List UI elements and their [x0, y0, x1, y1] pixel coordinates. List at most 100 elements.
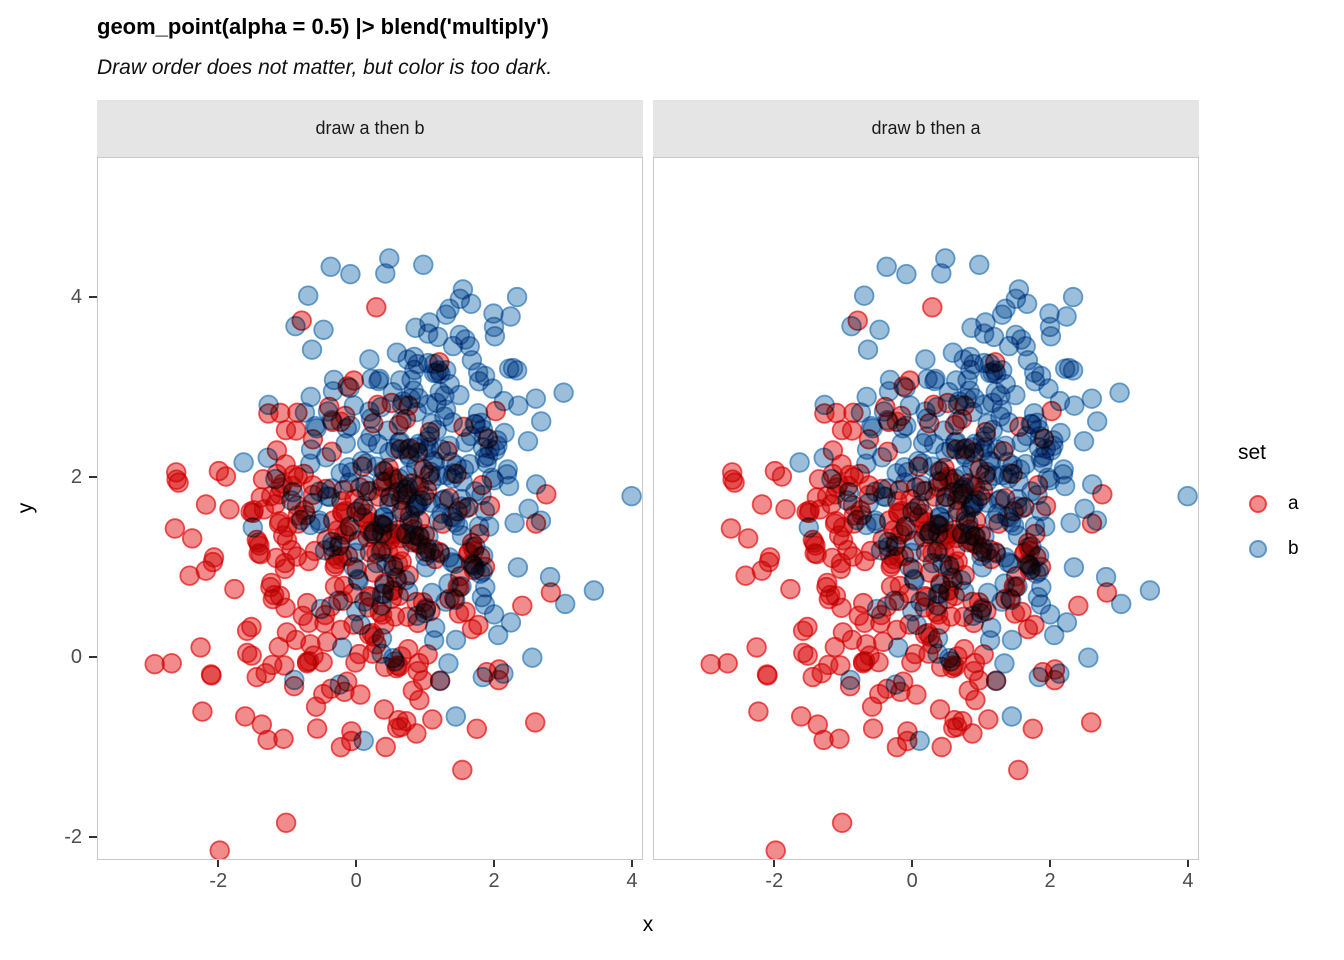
data-point-a — [366, 297, 387, 318]
data-point-a — [957, 473, 979, 494]
data-point-b — [876, 256, 897, 278]
data-point-b — [405, 456, 427, 478]
data-point-b — [258, 394, 279, 416]
data-point-a — [195, 494, 217, 515]
data-point-a — [915, 624, 936, 645]
data-point-b — [1008, 279, 1030, 300]
data-point-b — [328, 590, 349, 611]
data-point-b — [869, 319, 890, 341]
data-point-a — [861, 696, 883, 717]
data-point-a — [306, 718, 328, 739]
data-point-b — [494, 422, 515, 444]
data-point-a — [954, 639, 975, 660]
data-point-a — [748, 701, 769, 722]
data-point-b — [1054, 475, 1076, 497]
data-point-b — [621, 486, 642, 507]
data-point-a — [236, 620, 258, 642]
data-point-a — [219, 499, 240, 520]
data-point-a — [717, 653, 738, 674]
data-point-b — [553, 382, 574, 403]
data-point-b — [445, 629, 467, 651]
data-point-b — [340, 415, 361, 437]
legend-label-b: b — [1288, 538, 1299, 559]
data-point-a — [1005, 577, 1026, 598]
data-point-a — [1081, 712, 1102, 733]
y-tick-mark — [89, 296, 97, 299]
data-point-a — [841, 629, 863, 651]
data-point-b — [377, 420, 399, 441]
data-point-a — [899, 614, 920, 635]
data-point-a — [224, 578, 245, 600]
data-point-b — [331, 637, 353, 658]
data-point-a — [893, 376, 914, 397]
data-point-a — [831, 812, 853, 834]
data-point-a — [700, 654, 721, 675]
data-point-a — [958, 680, 980, 701]
data-point-b — [1062, 286, 1084, 308]
data-point-a — [215, 466, 237, 487]
data-point-b — [985, 381, 1007, 403]
data-point-a — [892, 671, 914, 692]
data-point-b — [981, 617, 1002, 638]
data-point-b — [473, 426, 495, 447]
data-point-b — [408, 493, 429, 515]
panel-plot-area — [97, 157, 643, 860]
data-point-b — [476, 453, 497, 474]
data-point-b — [474, 594, 496, 615]
data-point-a — [870, 612, 891, 634]
data-point-a — [1096, 582, 1118, 603]
data-point-a — [468, 614, 489, 636]
y-tick-label: 4 — [70, 286, 82, 309]
data-point-b — [479, 516, 500, 537]
data-point-b — [1055, 358, 1076, 379]
data-point-b — [488, 624, 509, 646]
data-point-a — [797, 645, 818, 666]
facet-panel-draw-b-then-a: draw b then a -2 0 2 4 — [653, 100, 1199, 892]
data-point-b — [376, 553, 397, 575]
data-point-b — [413, 254, 434, 276]
data-point-b — [353, 730, 374, 752]
data-point-a — [1068, 595, 1089, 617]
data-point-a — [880, 556, 901, 578]
data-point-a — [852, 651, 874, 673]
data-point-b — [421, 413, 442, 434]
panel-plot-area — [653, 157, 1199, 860]
data-point-a — [862, 718, 884, 739]
data-point-b — [975, 312, 996, 333]
data-point-b — [359, 349, 380, 370]
data-point-b — [498, 475, 520, 497]
data-point-b — [408, 433, 430, 455]
data-point-a — [908, 456, 929, 477]
data-point-b — [1038, 378, 1059, 399]
data-point-b — [1139, 580, 1161, 601]
data-point-a — [737, 528, 759, 549]
data-point-a — [888, 503, 910, 524]
data-point-a — [906, 684, 927, 705]
x-tick-mark — [217, 860, 220, 867]
data-point-b — [468, 362, 489, 383]
data-point-b — [441, 451, 462, 473]
x-tick-label: 4 — [626, 870, 638, 892]
data-point-a — [897, 721, 918, 742]
data-point-a — [771, 466, 793, 487]
data-point-b — [317, 486, 338, 507]
data-point-b — [526, 474, 547, 495]
data-point-a — [803, 532, 825, 553]
data-point-a — [936, 486, 957, 507]
data-point-a — [724, 472, 745, 493]
data-point-b — [789, 452, 810, 473]
data-point-b — [1056, 612, 1078, 633]
data-point-a — [375, 736, 396, 758]
data-point-b — [1087, 411, 1108, 432]
data-point-a — [268, 513, 290, 534]
data-point-a — [843, 402, 864, 424]
data-point-b — [257, 447, 278, 469]
data-point-b — [406, 605, 428, 627]
data-point-a — [931, 736, 952, 758]
x-tick-label: 4 — [1182, 870, 1194, 892]
data-point-a — [525, 712, 546, 733]
data-point-a — [929, 699, 951, 720]
data-point-a — [1014, 496, 1035, 518]
data-point-b — [429, 381, 451, 403]
data-point-a — [962, 591, 983, 613]
